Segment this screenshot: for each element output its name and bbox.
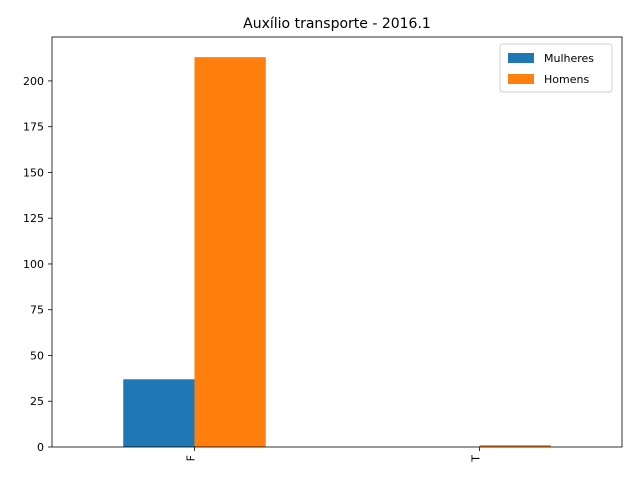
y-tick-label: 175 — [23, 121, 44, 134]
bar — [194, 57, 266, 447]
legend-label: Mulheres — [544, 52, 594, 65]
y-tick-label: 125 — [23, 212, 44, 225]
bar — [479, 445, 551, 447]
x-tick-label: F — [185, 455, 198, 461]
legend: Mulheres Homens — [499, 43, 613, 93]
legend-swatch — [508, 74, 534, 84]
y-tick-label: 50 — [30, 349, 44, 362]
plot-frame — [51, 36, 623, 448]
y-tick-label: 0 — [37, 441, 44, 454]
legend-swatch — [508, 53, 534, 63]
y-tick-label: 75 — [30, 304, 44, 317]
bar — [123, 379, 195, 447]
x-tick-label: T — [470, 455, 483, 463]
y-tick-label: 200 — [23, 75, 44, 88]
y-tick-label: 100 — [23, 258, 44, 271]
legend-label: Homens — [544, 73, 589, 86]
y-tick-label: 25 — [30, 395, 44, 408]
y-axis: 0 25 50 75 100 125 150 175 200 — [23, 75, 52, 454]
plot-area — [123, 57, 551, 447]
y-tick-label: 150 — [23, 166, 44, 179]
chart-title: Auxílio transporte - 2016.1 — [243, 16, 431, 32]
